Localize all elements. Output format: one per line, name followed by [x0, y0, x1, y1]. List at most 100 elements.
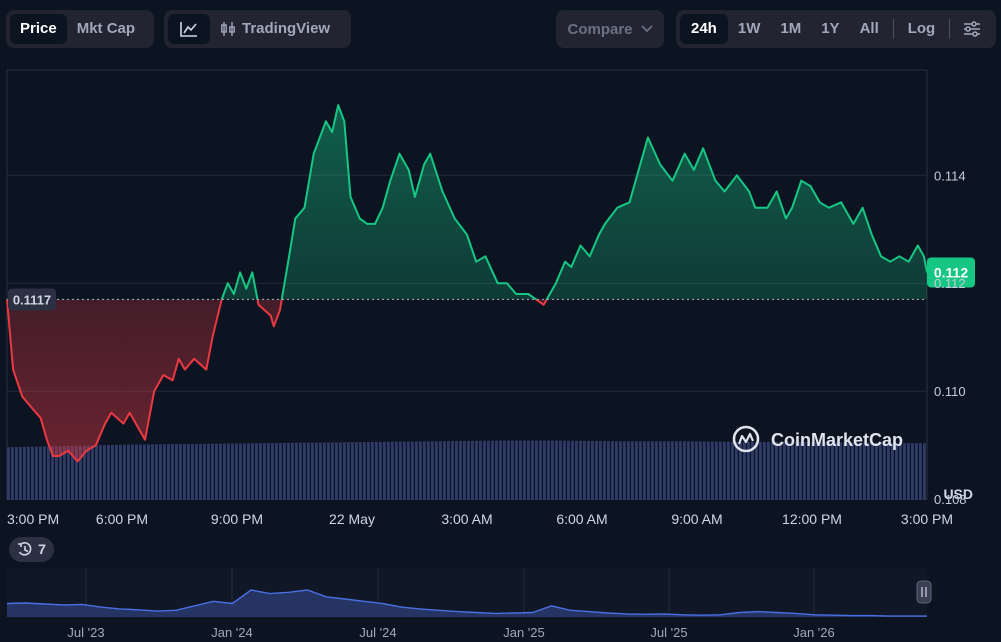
volume-bar	[135, 444, 138, 500]
volume-bar	[451, 441, 454, 500]
history-badge[interactable]: 7	[9, 537, 54, 562]
volume-bar	[595, 441, 598, 500]
volume-bar	[683, 441, 686, 500]
volume-bar	[795, 441, 798, 500]
area-fill-above-open	[7, 105, 927, 300]
volume-bar	[283, 442, 286, 500]
volume-bar	[291, 442, 294, 500]
volume-bar	[779, 441, 782, 500]
volume-bar	[391, 441, 394, 500]
volume-bar	[371, 441, 374, 500]
y-tick-label: 0.108	[934, 492, 967, 507]
volume-bar	[603, 441, 606, 500]
volume-bar	[427, 441, 430, 500]
volume-bar	[315, 442, 318, 500]
volume-bar	[103, 445, 106, 500]
volume-bar	[35, 446, 38, 500]
x-tick-label: 9:00 AM	[671, 511, 722, 527]
volume-bar	[591, 440, 594, 500]
volume-bar	[87, 445, 90, 500]
volume-bar	[707, 441, 710, 500]
volume-bar	[547, 440, 550, 500]
x-tick-label: 22 May	[329, 511, 375, 527]
volume-bar	[543, 440, 546, 500]
volume-bar	[791, 441, 794, 500]
volume-bar	[535, 440, 538, 500]
volume-bar	[895, 442, 898, 500]
volume-bar	[903, 443, 906, 500]
line-chart-button[interactable]	[168, 14, 210, 44]
volume-bar	[659, 441, 662, 500]
volume-bar	[83, 445, 86, 500]
volume-bar	[127, 444, 130, 500]
volume-bar	[167, 444, 170, 500]
volume-bar	[455, 441, 458, 500]
volume-bar	[679, 441, 682, 500]
candlestick-icon	[221, 22, 235, 36]
volume-bar	[731, 441, 734, 500]
range-1m[interactable]: 1M	[780, 20, 802, 37]
tradingview-button[interactable]: TradingView	[210, 14, 340, 44]
volume-bar	[231, 443, 234, 500]
volume-bar	[611, 441, 614, 500]
chart-settings-button[interactable]	[954, 14, 990, 44]
volume-bar	[259, 443, 262, 500]
tab-market-cap[interactable]: Mkt Cap	[76, 20, 136, 37]
volume-bar	[655, 441, 658, 500]
volume-bar	[483, 440, 486, 500]
range-24h[interactable]: 24h	[680, 14, 728, 44]
volume-bar	[695, 441, 698, 500]
range-1y[interactable]: 1Y	[821, 20, 840, 37]
volume-bar	[647, 441, 650, 500]
volume-bar	[599, 441, 602, 500]
volume-bar	[191, 443, 194, 500]
volume-bar	[435, 441, 438, 500]
range-1w[interactable]: 1W	[737, 20, 761, 37]
volume-bar	[579, 440, 582, 500]
volume-bar	[339, 442, 342, 500]
volume-bar	[439, 441, 442, 500]
price-area	[6, 104, 928, 463]
y-tick-label: 0.110	[934, 384, 966, 399]
navigator-handle[interactable]	[916, 580, 932, 604]
volume-bar	[55, 446, 58, 500]
compare-label: Compare	[567, 20, 633, 38]
volume-bar	[719, 441, 722, 500]
volume-bar	[527, 440, 530, 500]
volume-bar	[771, 441, 774, 500]
volume-bar	[447, 441, 450, 500]
volume-bar	[511, 440, 514, 500]
volume-bar	[883, 442, 886, 500]
current-price-label: 0.112	[934, 264, 968, 280]
compare-dropdown[interactable]: Compare	[556, 10, 664, 48]
volume-bar	[67, 445, 70, 500]
volume-bar	[199, 443, 202, 500]
volume-bar	[311, 442, 314, 500]
volume-bar	[619, 441, 622, 500]
volume-bar	[107, 445, 110, 500]
volume-bar	[79, 445, 82, 500]
range-all[interactable]: All	[859, 20, 879, 37]
range-toggle: 24h 1W 1M 1Y All Log	[676, 10, 996, 48]
volume-bar	[43, 446, 46, 500]
volume-bar	[571, 440, 574, 500]
sliders-icon	[964, 21, 981, 37]
volume-bar	[411, 441, 414, 500]
navigator-label: Jan '24	[211, 625, 253, 640]
volume-bar	[531, 440, 534, 500]
volume-bar	[119, 444, 122, 500]
log-scale-button[interactable]: Log	[907, 20, 936, 37]
coinmarketcap-logo-icon	[732, 425, 760, 453]
volume-bar	[807, 441, 810, 500]
volume-bar	[223, 443, 226, 500]
volume-bar	[419, 441, 422, 500]
volume-bar	[303, 442, 306, 500]
volume-bar	[755, 441, 758, 500]
volume-bar	[163, 444, 166, 500]
volume-bar	[295, 442, 298, 500]
volume-bar	[919, 443, 922, 500]
range-navigator[interactable]	[6, 568, 932, 617]
tab-price[interactable]: Price	[10, 14, 67, 44]
volume-bar	[95, 445, 98, 500]
